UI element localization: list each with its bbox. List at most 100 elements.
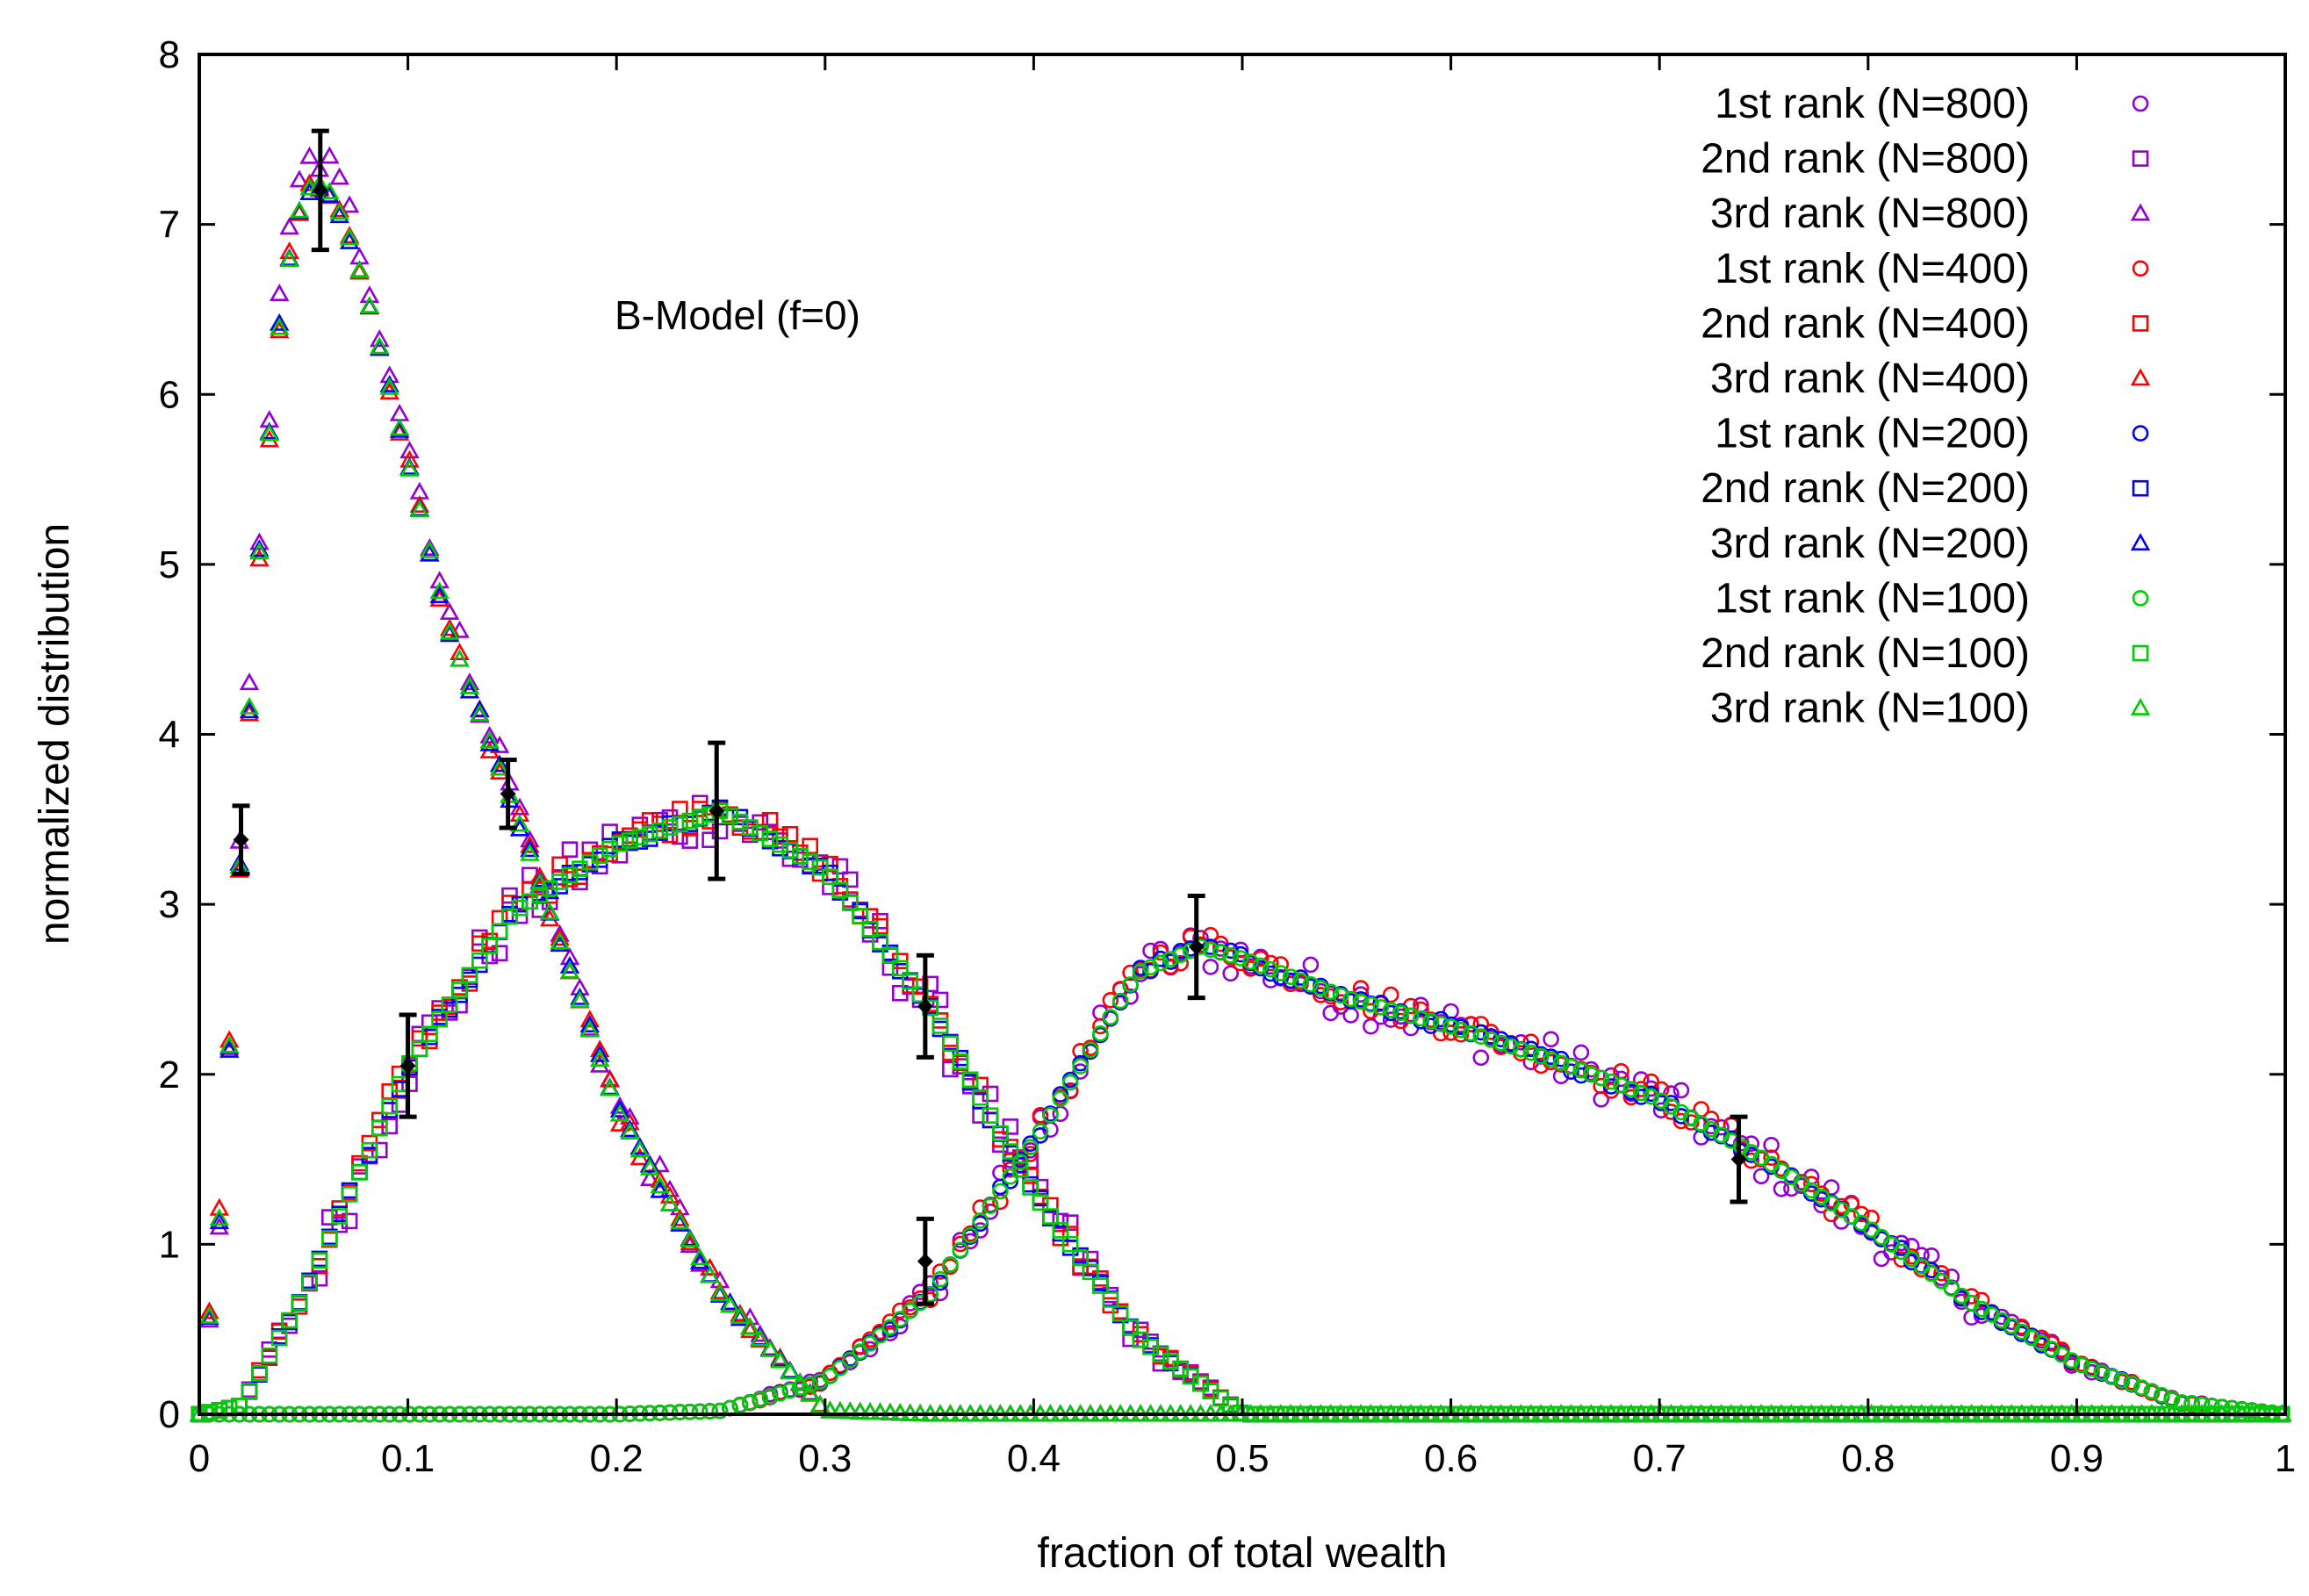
data-point-circle: [881, 1319, 899, 1336]
data-point-square: [681, 832, 699, 849]
data-point-triangle: [370, 329, 390, 348]
y-tick-label: 6: [159, 373, 180, 416]
data-point-triangle: [770, 1350, 790, 1369]
data-point-square: [872, 933, 888, 951]
data-point-circle: [2093, 1364, 2111, 1381]
legend-marker-square: [2132, 150, 2149, 167]
x-tick-label: 0.3: [798, 1437, 852, 1480]
data-point-circle: [1142, 959, 1159, 976]
data-point-triangle: [639, 1154, 660, 1173]
data-point-circle: [1472, 1028, 1490, 1045]
error-bars: [232, 128, 1748, 1306]
data-point-square: [311, 1252, 328, 1269]
data-point-circle: [1963, 1288, 1980, 1305]
data-point-square: [561, 841, 579, 859]
data-point-circle: [1572, 1044, 1590, 1061]
data-point-circle: [942, 1256, 959, 1273]
data-point-circle: [892, 1302, 909, 1319]
data-point-triangle: [299, 146, 320, 164]
data-point-triangle: [329, 202, 349, 220]
legend-label: 2nd rank (N=200): [1701, 465, 2030, 512]
data-point-triangle: [550, 931, 570, 950]
data-point-circle: [1222, 965, 1239, 982]
data-point-triangle: [329, 205, 349, 224]
data-point-square: [370, 1119, 388, 1137]
data-point-circle: [852, 1343, 869, 1360]
data-point-circle: [1122, 976, 1139, 993]
data-point-triangle: [209, 1208, 230, 1226]
data-point-circle: [1202, 941, 1219, 959]
legend-label: 2nd rank (N=100): [1701, 630, 2030, 677]
data-point-triangle: [459, 680, 480, 699]
data-point-circle: [2013, 1319, 2030, 1335]
data-point-triangle: [539, 902, 560, 920]
data-point-circle: [1242, 953, 1259, 970]
data-point-triangle: [509, 814, 530, 832]
data-point-square: [461, 967, 478, 984]
data-point-triangle: [219, 1035, 240, 1053]
data-point-circle: [1622, 1089, 1640, 1106]
data-point-circle: [1072, 1063, 1089, 1080]
data-point-circle: [711, 1402, 729, 1420]
data-point-square: [1052, 1222, 1069, 1239]
data-point-triangle: [239, 696, 260, 715]
legend-marker-square: [2132, 315, 2149, 332]
data-point-triangle: [659, 1193, 680, 1211]
legend-label: 1st rank (N=400): [1715, 246, 2030, 292]
data-point-circle: [1572, 1067, 1590, 1084]
data-point-triangle: [199, 1310, 219, 1328]
data-point-triangle: [880, 1402, 901, 1420]
data-point-circle: [1152, 950, 1169, 967]
error-bar-center: [917, 1253, 933, 1269]
data-point-triangle: [589, 1044, 610, 1062]
data-point-square: [802, 838, 819, 855]
data-point-triangle: [639, 1168, 660, 1186]
data-point-square: [622, 832, 638, 849]
data-point-circle: [1402, 1007, 1420, 1024]
data-point-triangle: [339, 227, 360, 246]
x-tick-label: 0.7: [1633, 1437, 1687, 1480]
data-point-triangle: [689, 1251, 710, 1269]
data-point-triangle: [279, 249, 299, 268]
data-point-triangle: [279, 241, 299, 260]
data-point-triangle: [609, 1099, 630, 1118]
data-point-circle: [1032, 1107, 1049, 1124]
data-point-circle: [1202, 959, 1219, 975]
data-point-square: [341, 1186, 358, 1203]
data-point-square: [691, 801, 709, 817]
data-point-circle: [731, 1397, 749, 1413]
data-point-circle: [1593, 1069, 1609, 1087]
legend-marker-circle: [2132, 260, 2149, 277]
data-point-triangle: [890, 1403, 910, 1421]
data-point-circle: [1493, 1034, 1509, 1052]
data-point-triangle: [579, 1010, 601, 1028]
data-point-square: [852, 908, 869, 924]
data-point-circle: [1052, 1090, 1069, 1107]
data-point-circle: [1162, 951, 1179, 967]
data-point-triangle: [750, 1328, 770, 1347]
data-point-triangle: [339, 195, 360, 213]
legend-label: 2nd rank (N=400): [1701, 300, 2030, 347]
data-point-triangle: [680, 1229, 701, 1247]
x-tick-label: 0.8: [1841, 1437, 1895, 1480]
data-point-square: [1072, 1258, 1089, 1275]
data-point-circle: [2073, 1356, 2090, 1374]
legend-label: 3rd rank (N=400): [1710, 356, 2030, 402]
data-point-triangle: [450, 643, 470, 661]
data-point-circle: [1262, 965, 1279, 982]
data-point-circle: [1552, 1054, 1570, 1072]
data-point-triangle: [579, 1015, 601, 1033]
data-point-circle: [1342, 990, 1359, 1008]
data-point-circle: [1111, 992, 1129, 1010]
data-point-triangle: [249, 539, 270, 557]
data-point-triangle: [730, 1304, 751, 1321]
data-point-triangle: [520, 835, 540, 853]
data-point-square: [972, 1076, 989, 1094]
error-bar-center: [917, 998, 933, 1015]
data-point-circle: [1252, 957, 1270, 974]
data-point-circle: [2104, 1368, 2120, 1385]
data-point-circle: [1893, 1234, 1910, 1252]
data-point-circle: [1172, 955, 1189, 972]
data-point-circle: [902, 1303, 918, 1319]
data-point-circle: [701, 1403, 718, 1420]
